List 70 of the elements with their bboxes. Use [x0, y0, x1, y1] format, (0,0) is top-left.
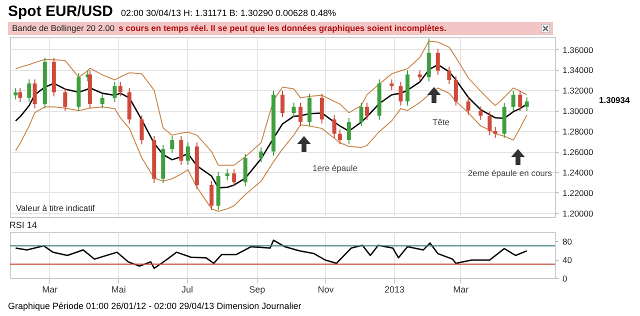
candlestick — [14, 88, 18, 100]
candlestick — [390, 78, 394, 91]
x-tick-label: Nov — [318, 284, 334, 294]
y-tick-label: 1.34000 — [562, 65, 594, 76]
y-tick-label: 80 — [562, 236, 572, 247]
line-series — [15, 40, 528, 166]
candlestick — [454, 75, 458, 106]
candlestick — [32, 78, 37, 109]
text: Graphique Période 01:00 26/01/12 - 02:00 29/04/13 Dimension Journalier — [8, 301, 302, 311]
x-tick-label: Jul — [182, 284, 194, 294]
y-tick-label: 1.26000 — [562, 147, 594, 158]
line-series — [14, 240, 528, 270]
x-tick-label: Sep — [249, 284, 266, 294]
annotation: Valeur à titre indicatif — [16, 203, 96, 213]
y-tick-label: 1.32000 — [562, 86, 594, 96]
candlestick — [140, 114, 144, 145]
candlestick — [447, 66, 452, 85]
candlestick — [18, 88, 22, 102]
candlestick — [280, 90, 284, 118]
y-tick-label: 40 — [562, 255, 572, 266]
candlestick — [112, 82, 117, 102]
y-tick-label: 1.30000 — [562, 106, 594, 116]
candlestick — [27, 78, 32, 102]
candlestick — [225, 168, 230, 181]
y-tick-label: 1.20000 — [562, 208, 594, 218]
text: Bande de Bollinger 20 2.00 — [12, 23, 115, 33]
candlestick — [346, 118, 351, 145]
candlestick — [338, 129, 342, 145]
candlestick — [259, 146, 264, 163]
x-tick-label: Mai — [111, 284, 126, 294]
candlestick — [518, 90, 522, 112]
candlestick — [100, 93, 104, 109]
text: 1.30934 — [599, 95, 630, 105]
candlestick — [493, 126, 498, 138]
annotation: 1ere épaule — [312, 163, 358, 173]
text: s cours en temps réel. Il se peut que les données graphiques soient incomplètes. — [118, 23, 446, 33]
chart-subtitle: 02:00 30/04/13 H: 1.31171 B: 1.30290 0.00628 0.48% — [121, 8, 336, 18]
candlestick — [398, 82, 403, 106]
candlestick — [292, 102, 296, 118]
y-tick-label: 1.36000 — [562, 44, 594, 55]
candlestick — [210, 180, 214, 210]
chart-title: Spot EUR/USD — [8, 3, 113, 20]
candlestick — [186, 142, 190, 166]
x-tick-label: Mar — [453, 284, 469, 294]
candlestick — [179, 136, 184, 166]
candlestick — [170, 136, 174, 154]
y-tick-label: 0 — [562, 274, 568, 284]
candlestick — [511, 90, 516, 112]
candlestick — [478, 106, 483, 120]
candlestick — [320, 93, 324, 124]
candlestick — [359, 102, 364, 127]
x-tick-label: Mar — [42, 284, 58, 294]
candlestick — [364, 102, 369, 120]
annotation: Tête — [432, 117, 450, 127]
candlestick — [436, 48, 440, 76]
candlestick — [63, 88, 68, 112]
y-tick-label: 1.24000 — [562, 168, 594, 178]
candlestick — [118, 82, 122, 97]
candlestick — [232, 168, 236, 187]
candlestick — [488, 111, 492, 136]
annotation: 2eme épaule en cours — [468, 168, 552, 178]
candlestick — [298, 102, 303, 127]
candlestick — [524, 96, 529, 112]
x-tick-label: 2013 — [384, 284, 404, 294]
candlestick — [332, 114, 336, 138]
candlestick — [418, 70, 422, 82]
y-tick-label: 1.28000 — [562, 126, 594, 137]
chart-title: RSI 14 — [9, 220, 37, 230]
candlestick — [466, 96, 470, 116]
y-tick-label: 1.22000 — [562, 188, 594, 198]
